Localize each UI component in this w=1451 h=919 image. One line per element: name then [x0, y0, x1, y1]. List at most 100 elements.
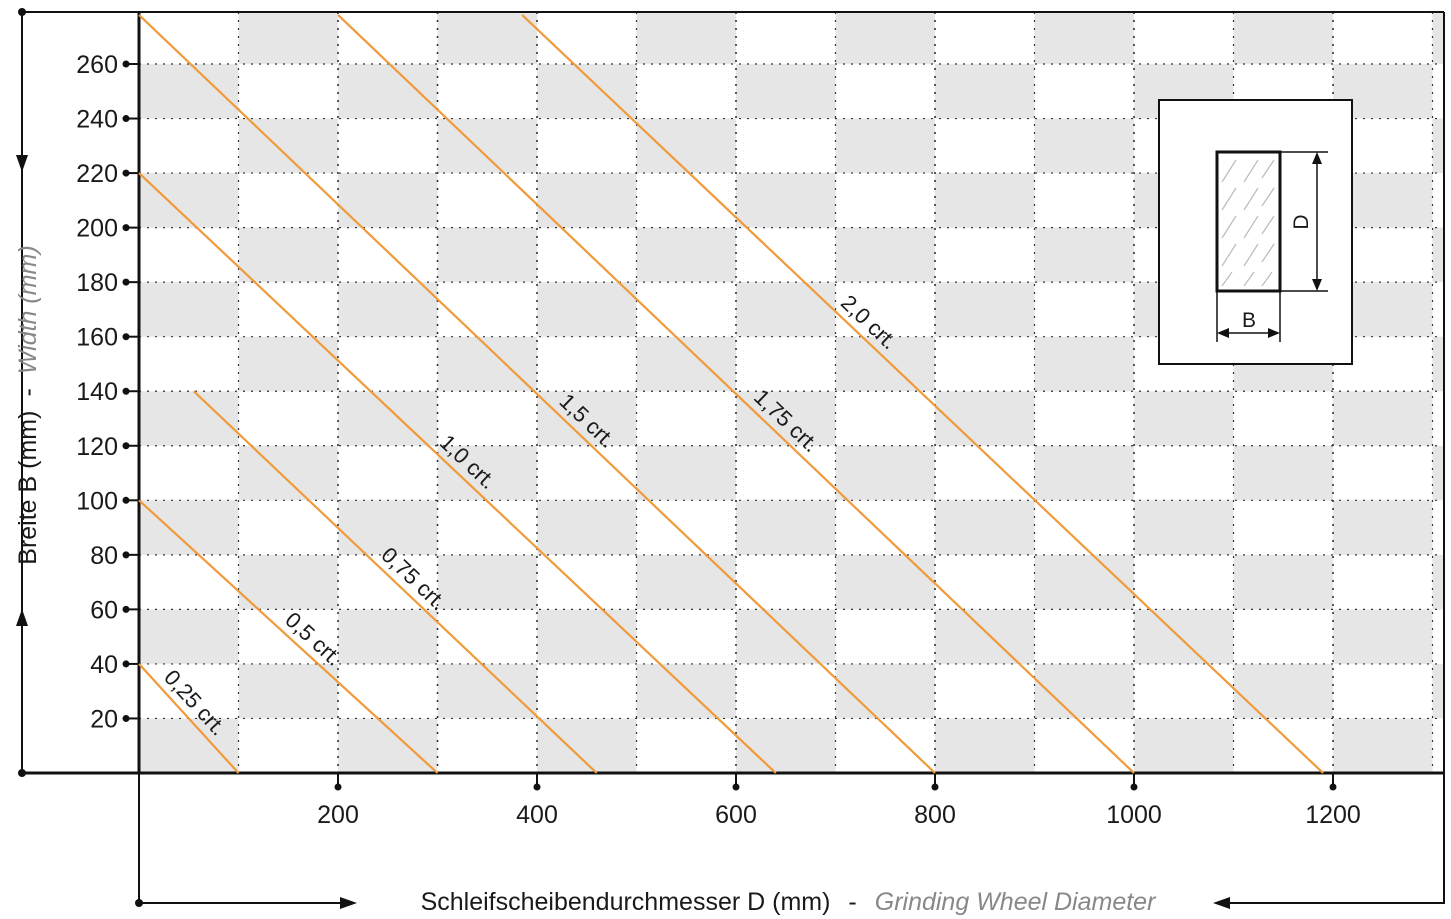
checker-cell [636, 336, 736, 392]
checker-cell [537, 173, 637, 228]
checker-cell [238, 663, 338, 719]
checker-cell [835, 663, 935, 719]
ticks: 20 40 60 80 100 120 140 160 180 200 220 240 260 200 40… [76, 51, 1361, 829]
checker-cell [935, 173, 1035, 228]
y-tick-label: 100 [76, 487, 118, 515]
checker-cell [537, 391, 637, 446]
checker-cell [1134, 500, 1234, 555]
inset-wheel-rect [1215, 150, 1282, 293]
checker-cell [437, 336, 537, 392]
y-axis-title-sep: - [14, 388, 42, 396]
y-tick-label: 80 [90, 542, 118, 570]
y-tick-label: 240 [76, 106, 118, 134]
checker-cell [238, 118, 338, 174]
checker-cell [437, 227, 537, 283]
checker-cell [1034, 554, 1134, 610]
checker-cell [736, 64, 836, 119]
series-line [138, 172, 777, 774]
checker-cell [437, 554, 537, 610]
checker-cell [338, 500, 438, 555]
series-line [337, 14, 1135, 774]
checker-cell [1134, 718, 1234, 773]
series-line [138, 663, 240, 774]
y-tick-label: 40 [90, 651, 118, 679]
y-axis-title: Breite B (mm) - Width (mm) [14, 245, 42, 564]
checker-cell [1333, 500, 1433, 555]
x-tick-dot [1329, 783, 1337, 791]
y-axis-title-en: Width (mm) [14, 245, 42, 374]
y-tick-label: 140 [76, 378, 118, 406]
grid-lines [139, 12, 1444, 773]
checker-cell [139, 718, 239, 773]
y-arrow-up-head [16, 609, 28, 626]
x-tick-dot [732, 783, 740, 791]
checker-cell [736, 391, 836, 446]
checker-cell [238, 12, 338, 64]
x-axis-title-sep: - [848, 888, 856, 916]
series-line [192, 390, 598, 774]
checker-cell [1432, 663, 1444, 719]
series-line [521, 14, 1324, 774]
checker-cell [139, 64, 239, 119]
checker-cell [1034, 336, 1134, 392]
x-tick-dot [931, 783, 939, 791]
checker-cell [636, 663, 736, 719]
checker-cell [537, 64, 637, 119]
checker-cell [935, 64, 1035, 119]
checker-cell [1333, 391, 1433, 446]
checker-background [139, 12, 1444, 773]
checker-cell [636, 118, 736, 174]
checker-cell [238, 445, 338, 501]
y-arrow-down-head [16, 155, 28, 172]
checker-cell [139, 609, 239, 664]
checker-cell [835, 554, 935, 610]
checker-cell [338, 173, 438, 228]
checker-cell [537, 282, 637, 337]
y-tick-label: 120 [76, 433, 118, 461]
checker-cell [1134, 391, 1234, 446]
y-tick-label: 200 [76, 215, 118, 243]
checker-cell [736, 282, 836, 337]
checker-cell [835, 227, 935, 283]
series-line [138, 499, 439, 774]
checker-cell [338, 64, 438, 119]
checker-cell [238, 227, 338, 283]
x-tick-dot [533, 783, 541, 791]
checker-cell [1233, 445, 1333, 501]
x-tick-label: 800 [914, 801, 956, 829]
inset-label-d: D [1290, 214, 1313, 229]
checker-cell [835, 12, 935, 64]
checker-cell [139, 282, 239, 337]
checker-cell [1034, 118, 1134, 174]
checker-cell [1432, 554, 1444, 610]
inset-diagram: D B [1158, 99, 1353, 365]
x-axis-title: Schleifscheibendurchmesser D (mm) - Grin… [421, 888, 1158, 916]
x-tick-label: 400 [516, 801, 558, 829]
checker-cell [935, 500, 1035, 555]
checker-cell [437, 118, 537, 174]
checker-cell [935, 282, 1035, 337]
frame-corner-dot [135, 899, 143, 907]
series-line [138, 14, 936, 774]
y-tick-label: 180 [76, 269, 118, 297]
checker-cell [835, 118, 935, 174]
x-tick-label: 200 [317, 801, 359, 829]
x-tick-label: 600 [715, 801, 757, 829]
checker-cell [1432, 118, 1444, 174]
checker-cell [736, 609, 836, 664]
checker-cell [537, 500, 637, 555]
checker-cell [1233, 554, 1333, 610]
y-axis-title-de: Breite B (mm) [14, 411, 42, 565]
x-tick-dot [1130, 783, 1138, 791]
checker-cell [935, 391, 1035, 446]
x-tick-label: 1000 [1106, 801, 1162, 829]
y-tick-label: 160 [76, 324, 118, 352]
checker-cell [1432, 336, 1444, 392]
y-tick-label: 60 [90, 596, 118, 624]
checker-cell [1432, 227, 1444, 283]
checker-cell [1034, 445, 1134, 501]
checker-cell [1333, 718, 1433, 773]
checker-cell [1034, 12, 1134, 64]
checker-cell [835, 445, 935, 501]
